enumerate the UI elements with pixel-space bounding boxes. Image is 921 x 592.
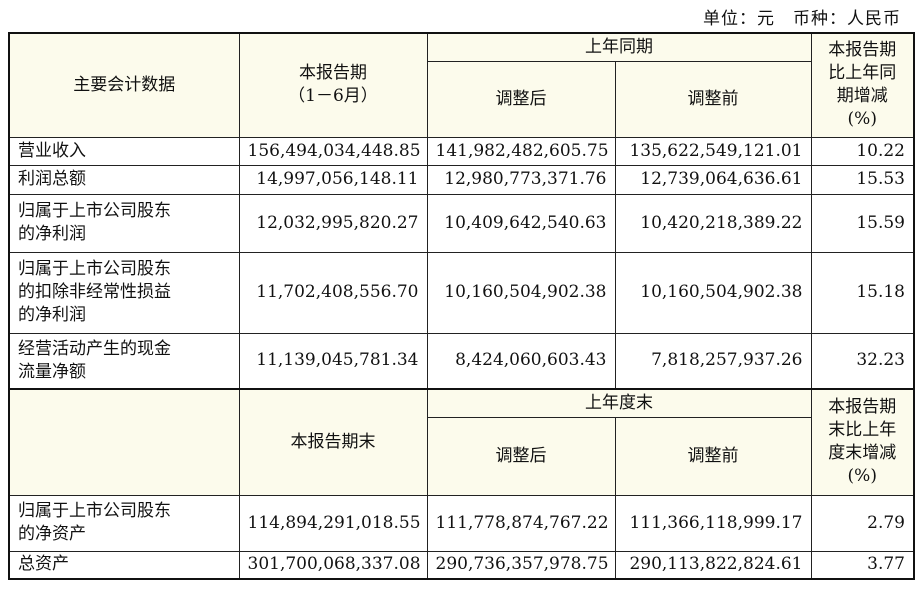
cell-before: 12,739,064,636.61 bbox=[614, 164, 812, 195]
cell-change: 3.77 bbox=[810, 550, 915, 580]
table-row: 归属于上市公司股东 的扣除非经常性损益 的净利润 11,702,408,556.… bbox=[8, 251, 915, 334]
cell-adjusted: 141,982,482,605.75 bbox=[426, 136, 616, 166]
cell-change: 15.59 bbox=[810, 193, 915, 253]
cell-adjusted: 12,980,773,371.76 bbox=[426, 164, 616, 195]
row-label: 利润总额 bbox=[8, 164, 240, 195]
header-item: 主要会计数据 bbox=[8, 32, 240, 138]
cell-current: 11,702,408,556.70 bbox=[238, 251, 428, 334]
header-adjusted: 调整后 bbox=[426, 60, 616, 138]
header-change-line: (%) bbox=[847, 109, 877, 130]
cell-change: 15.18 bbox=[810, 251, 915, 334]
cell-before: 135,622,549,121.01 bbox=[614, 136, 812, 166]
cell-current: 11,139,045,781.34 bbox=[238, 332, 428, 390]
cell-before: 7,818,257,937.26 bbox=[614, 332, 812, 390]
cell-adjusted: 10,409,642,540.63 bbox=[426, 193, 616, 253]
row-label-line: 的净资产 bbox=[18, 524, 86, 544]
header-change-line: 末比上年 bbox=[828, 420, 897, 441]
header-change-line: 本报告期 bbox=[828, 397, 897, 418]
header-prior-period: 上年同期 bbox=[426, 32, 812, 62]
row-label-line: 利润总额 bbox=[18, 169, 86, 189]
row-label-line: 的扣除非经常性损益 bbox=[18, 282, 171, 302]
cell-before: 10,420,218,389.22 bbox=[614, 193, 812, 253]
header-change-line: 期增减 bbox=[836, 86, 888, 107]
row-label-line: 归属于上市公司股东 bbox=[18, 201, 171, 221]
header-change-line: 比上年同 bbox=[828, 63, 897, 84]
cell-current: 14,997,056,148.11 bbox=[238, 164, 428, 195]
row-label-line: 的净利润 bbox=[18, 305, 86, 325]
table-row: 归属于上市公司股东 的净利润 12,032,995,820.27 10,409,… bbox=[8, 193, 915, 253]
header-current-period: 本报告期 （1－6月） bbox=[238, 32, 428, 138]
row-label: 归属于上市公司股东 的净利润 bbox=[8, 193, 240, 253]
row-label: 归属于上市公司股东 的净资产 bbox=[8, 494, 240, 552]
header-change-pct-2: 本报告期 末比上年 度末增减 (%) bbox=[810, 388, 915, 496]
cell-change: 2.79 bbox=[810, 494, 915, 552]
row-label: 归属于上市公司股东 的扣除非经常性损益 的净利润 bbox=[8, 251, 240, 334]
row-label: 营业收入 bbox=[8, 136, 240, 166]
table-row: 归属于上市公司股东 的净资产 114,894,291,018.55 111,77… bbox=[8, 494, 915, 552]
table-row: 利润总额 14,997,056,148.11 12,980,773,371.76… bbox=[8, 164, 915, 195]
cell-change: 32.23 bbox=[810, 332, 915, 390]
header-period-end: 本报告期末 bbox=[238, 388, 428, 496]
cell-adjusted: 111,778,874,767.22 bbox=[426, 494, 616, 552]
header-adjusted-2: 调整后 bbox=[426, 416, 616, 496]
cell-current: 301,700,068,337.08 bbox=[238, 550, 428, 580]
header-change-line: 本报告期 bbox=[828, 40, 897, 61]
row-label-line: 流量净额 bbox=[18, 361, 86, 382]
header-current-line1: 本报告期 bbox=[299, 63, 367, 84]
cell-adjusted: 8,424,060,603.43 bbox=[426, 332, 616, 390]
cell-current: 114,894,291,018.55 bbox=[238, 494, 428, 552]
row-label-line: 归属于上市公司股东 bbox=[18, 501, 171, 521]
cell-current: 156,494,034,448.85 bbox=[238, 136, 428, 166]
cell-adjusted: 290,736,357,978.75 bbox=[426, 550, 616, 580]
cell-change: 10.22 bbox=[810, 136, 915, 166]
table-row: 营业收入 156,494,034,448.85 141,982,482,605.… bbox=[8, 136, 915, 166]
header-current-line2: （1－6月） bbox=[288, 86, 378, 107]
header-prior-year-end: 上年度末 bbox=[426, 388, 812, 418]
row-label: 经营活动产生的现金 流量净额 bbox=[8, 332, 240, 390]
row-label-line: 经营活动产生的现金 bbox=[18, 338, 171, 359]
cell-before: 10,160,504,902.38 bbox=[614, 251, 812, 334]
table-row: 总资产 301,700,068,337.08 290,736,357,978.7… bbox=[8, 550, 915, 580]
header-item-empty bbox=[8, 388, 240, 496]
cell-change: 15.53 bbox=[810, 164, 915, 195]
cell-before: 111,366,118,999.17 bbox=[614, 494, 812, 552]
header-change-line: 度末增减 bbox=[828, 443, 897, 464]
cell-adjusted: 10,160,504,902.38 bbox=[426, 251, 616, 334]
row-label-line: 总资产 bbox=[18, 554, 69, 575]
unit-currency-note: 单位：元 币种：人民币 bbox=[703, 9, 901, 29]
row-label-line: 营业收入 bbox=[18, 140, 86, 161]
header-before-adjustment: 调整前 bbox=[614, 60, 812, 138]
cell-current: 12,032,995,820.27 bbox=[238, 193, 428, 253]
financial-data-table: 主要会计数据 本报告期 （1－6月） 上年同期 本报告期 比上年同 期增减 (%… bbox=[8, 32, 915, 580]
header-change-line: (%) bbox=[847, 466, 877, 487]
row-label-line: 归属于上市公司股东 bbox=[18, 259, 171, 279]
table-row: 经营活动产生的现金 流量净额 11,139,045,781.34 8,424,0… bbox=[8, 332, 915, 390]
cell-before: 290,113,822,824.61 bbox=[614, 550, 812, 580]
header-change-pct: 本报告期 比上年同 期增减 (%) bbox=[810, 32, 915, 138]
row-label-line: 的净利润 bbox=[18, 224, 86, 244]
row-label: 总资产 bbox=[8, 550, 240, 580]
header-before-adjustment-2: 调整前 bbox=[614, 416, 812, 496]
